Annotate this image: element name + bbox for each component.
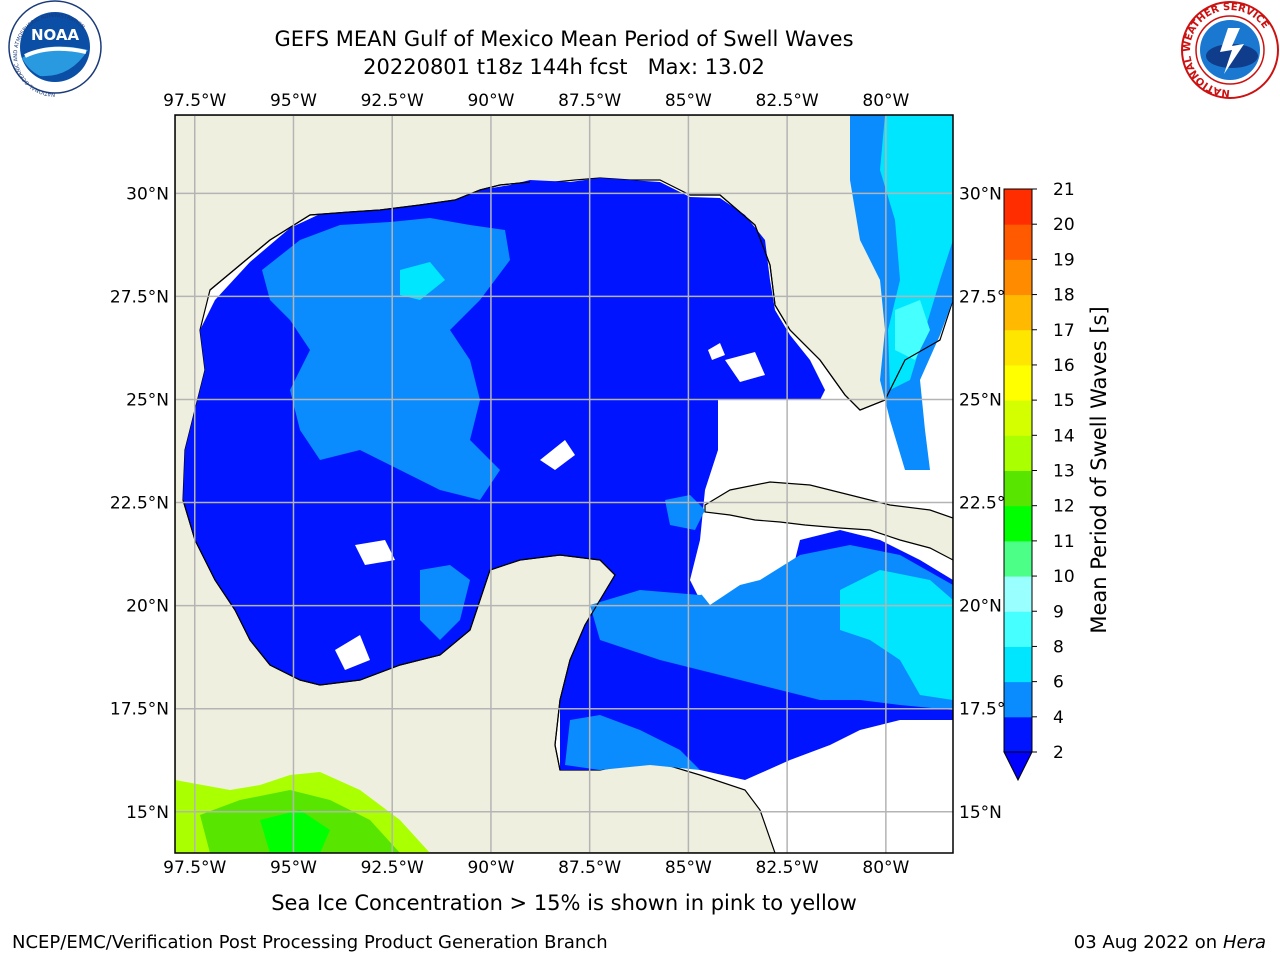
lon-labels-bottom: 97.5°W 95°W 92.5°W 90°W 87.5°W 85°W 82.5°W 80°W — [163, 858, 909, 878]
lat-label-right: 20°N — [959, 597, 1002, 617]
lon-label-top: 90°W — [467, 91, 514, 111]
swell-patch-west — [262, 218, 510, 500]
lat-label-left: 27.5°N — [110, 287, 169, 307]
colorbar-tick-label: 14 — [1053, 426, 1075, 446]
lat-label-right: 30°N — [959, 184, 1002, 204]
colorbar-segment — [1004, 470, 1032, 507]
swell-core-pale — [895, 300, 930, 360]
colorbar-segment — [1004, 505, 1032, 542]
nws-logo: NATIONAL WEATHER SERVICE — [1181, 1, 1279, 99]
colorbar-tick-label: 13 — [1053, 462, 1075, 482]
lon-label-top: 80°W — [862, 91, 909, 111]
title-line-1: GEFS MEAN Gulf of Mexico Mean Period of … — [274, 27, 854, 51]
colorbar-segment — [1004, 294, 1032, 331]
lon-label-bottom: 92.5°W — [361, 858, 424, 878]
credit-text: NCEP/EMC/Verification Post Processing Pr… — [12, 932, 608, 953]
lon-label-top: 85°W — [665, 91, 712, 111]
colorbar-segment — [1004, 435, 1032, 471]
colorbar-segment — [1004, 681, 1032, 718]
lat-label-left: 15°N — [126, 803, 169, 823]
sea-ice-note: Sea Ice Concentration > 15% is shown in … — [271, 891, 857, 915]
lat-label-left: 30°N — [126, 184, 169, 204]
lon-label-bottom: 95°W — [270, 858, 317, 878]
colorbar-segment — [1004, 400, 1032, 436]
colorbar-tick-label: 19 — [1053, 250, 1075, 270]
colorbar-tick-label: 4 — [1053, 708, 1064, 728]
colorbar-segment — [1004, 646, 1032, 683]
lat-labels-right: 30°N 27.5°N 25°N 22.5°N 20°N 17.5°N 15°N — [959, 184, 1018, 822]
lon-label-top: 92.5°W — [361, 91, 424, 111]
colorbar-segment — [1004, 611, 1032, 647]
colorbar-segment — [1004, 259, 1032, 296]
wave-field — [175, 115, 953, 853]
colorbar-tick-label: 15 — [1053, 391, 1075, 411]
lat-label-left: 20°N — [126, 597, 169, 617]
lat-label-right: 27.5°N — [959, 287, 1018, 307]
lon-label-bottom: 97.5°W — [163, 858, 226, 878]
swell-patch-central — [665, 495, 705, 530]
lon-label-bottom: 80°W — [862, 858, 909, 878]
colorbar-tick-label: 16 — [1053, 356, 1075, 376]
colorbar: 2 4 6 8 9 10 11 12 13 14 15 16 17 18 19 20 21 — [1003, 180, 1075, 782]
colorbar-tick-label: 11 — [1053, 532, 1075, 552]
colorbar-label: Mean Period of Swell Waves [s] — [1087, 306, 1111, 633]
colorbar-tick-label: 8 — [1053, 637, 1064, 657]
colorbar-segment — [1004, 189, 1032, 225]
lat-label-right: 17.5°N — [959, 700, 1018, 720]
lat-labels-left: 30°N 27.5°N 25°N 22.5°N 20°N 17.5°N 15°N — [110, 184, 169, 822]
colorbar-tick-label: 9 — [1053, 602, 1064, 622]
colorbar-segment — [1004, 576, 1032, 612]
lat-label-left: 17.5°N — [110, 700, 169, 720]
lon-label-top: 97.5°W — [163, 91, 226, 111]
noaa-logo: NOAA NATIONAL OCEANIC AND ATMOSPHERIC AD… — [8, 0, 102, 97]
coastline — [182, 181, 941, 771]
colorbar-tick-label: 2 — [1053, 743, 1064, 763]
title-line-2: 20220801 t18z 144h fcst Max: 13.02 — [363, 55, 765, 79]
colorbar-segment — [1004, 716, 1032, 753]
swell-pacific-bright — [260, 810, 330, 853]
swell-patch-southwest — [420, 565, 470, 640]
swell-core-cyan-gulf — [400, 262, 445, 300]
lon-label-bottom: 90°W — [467, 858, 514, 878]
lat-label-right: 25°N — [959, 390, 1002, 410]
lat-label-right: 22.5°N — [959, 494, 1018, 514]
noaa-logo-text: NOAA — [31, 26, 80, 44]
colorbar-segment — [1004, 364, 1032, 401]
lon-label-top: 82.5°W — [756, 91, 819, 111]
colorbar-tick-label: 18 — [1053, 286, 1075, 306]
lat-label-left: 22.5°N — [110, 494, 169, 514]
colorbar-tick-label: 21 — [1053, 180, 1075, 200]
map-frame — [174, 114, 954, 854]
lat-label-right: 15°N — [959, 803, 1002, 823]
colorbar-segment — [1004, 329, 1032, 366]
lat-label-left: 25°N — [126, 390, 169, 410]
colorbar-tick-label: 10 — [1053, 567, 1075, 587]
lon-label-bottom: 87.5°W — [558, 858, 621, 878]
lon-label-top: 95°W — [270, 91, 317, 111]
colorbar-under-arrow — [1003, 751, 1033, 782]
colorbar-segment — [1004, 224, 1032, 260]
colorbar-segment — [1004, 540, 1032, 577]
lon-labels-top: 97.5°W 95°W 92.5°W 90°W 87.5°W 85°W 82.5°W 80°W — [163, 91, 909, 111]
colorbar-tick-label: 20 — [1053, 215, 1075, 235]
lon-label-top: 87.5°W — [558, 91, 621, 111]
swell-core-cyan-caribbean — [840, 570, 953, 700]
lon-label-bottom: 85°W — [665, 858, 712, 878]
date-text: 03 Aug 2022 on Hera — [1073, 932, 1266, 953]
colorbar-tick-label: 6 — [1053, 673, 1064, 693]
colorbar-tick-label: 12 — [1053, 497, 1075, 517]
swell-patch-yucatan — [565, 715, 700, 770]
lon-label-bottom: 82.5°W — [756, 858, 819, 878]
colorbar-tick-label: 17 — [1053, 321, 1075, 341]
land-cuba — [704, 481, 953, 561]
graticule — [175, 115, 953, 853]
